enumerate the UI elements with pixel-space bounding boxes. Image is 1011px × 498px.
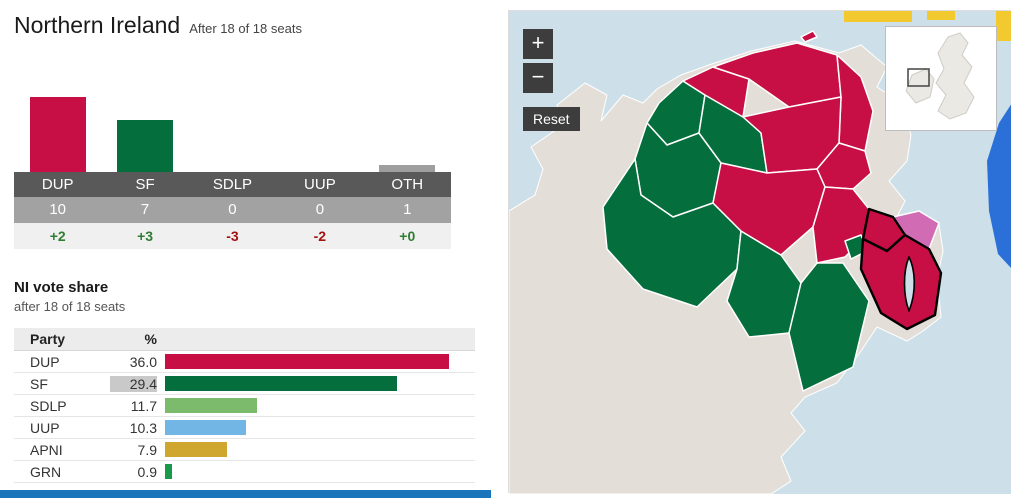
vote-party-label: GRN [30, 463, 62, 480]
seat-count: 7 [140, 201, 150, 218]
column-header-pct: % [144, 331, 157, 347]
vote-pct-value: 10.3 [129, 419, 157, 436]
vote-bar-wrap [165, 464, 173, 479]
seat-bar [29, 97, 86, 172]
vote-pct-value: 11.7 [130, 397, 157, 414]
vote-party-label: DUP [30, 353, 60, 370]
vote-pct-value: 0.9 [137, 463, 157, 480]
edge-constituency [987, 104, 1011, 268]
zoom-in-button[interactable]: + [523, 29, 553, 59]
vote-pct-value: 36.0 [129, 353, 157, 370]
seat-bar-cell [364, 97, 451, 172]
seat-change: -2 [313, 228, 327, 244]
vote-bar-wrap [165, 420, 247, 435]
edge-constituency [996, 11, 1011, 41]
seats-count-row: 10 7 0 0 1 [14, 197, 451, 223]
seat-party-label: DUP [41, 176, 74, 193]
column-header-party: Party [30, 331, 66, 347]
zoom-out-button[interactable]: − [523, 63, 553, 93]
seat-bar-cell [189, 97, 276, 172]
island-rathlin [800, 30, 818, 43]
reset-button[interactable]: Reset [523, 107, 580, 131]
vote-bar-wrap [165, 398, 258, 413]
seat-count: 1 [403, 201, 412, 218]
seat-change: +0 [399, 228, 416, 244]
vote-bar [165, 376, 398, 391]
vote-bar [165, 354, 450, 369]
vote-bar-wrap [165, 442, 228, 457]
inset-viewport-rect [907, 68, 930, 87]
vote-bar-wrap [165, 354, 450, 369]
vote-share-row: DUP 36.0 [14, 351, 475, 373]
seat-count: 10 [49, 201, 67, 218]
seat-bar-cell [101, 97, 188, 172]
inset-overview-map [885, 26, 997, 131]
seat-party-label: OTH [391, 176, 424, 193]
vote-share-header-row: Party % [14, 328, 475, 351]
inset-britain [935, 32, 975, 120]
constituency-map[interactable]: + − Reset [508, 10, 1011, 494]
constituency-sf[interactable] [726, 230, 802, 338]
vote-bar [165, 442, 228, 457]
page-header: Northern Ireland After 18 of 18 seats [14, 12, 302, 39]
seat-bar-cell [14, 97, 101, 172]
vote-bar [165, 464, 173, 479]
seat-party-label: SDLP [212, 176, 253, 193]
vote-party-label: SF [30, 375, 48, 392]
vote-bar-wrap [165, 376, 398, 391]
seat-bar [379, 164, 436, 172]
seat-bar-cell [276, 97, 363, 172]
results-panel: Northern Ireland After 18 of 18 seats DU… [0, 0, 503, 498]
edge-constituency [927, 11, 955, 20]
seats-header-row: DUP SF SDLP UUP OTH [14, 172, 451, 197]
vote-pct-value: 29.4 [110, 375, 157, 392]
vote-party-label: SDLP [30, 397, 67, 414]
vote-share-row: GRN 0.9 [14, 461, 475, 483]
strangford-lough [903, 256, 916, 312]
vote-share-row: SDLP 11.7 [14, 395, 475, 417]
constituency-dup[interactable] [682, 66, 750, 118]
page-title: Northern Ireland [14, 12, 181, 38]
page-subtitle: After 18 of 18 seats [189, 21, 302, 36]
vote-pct-value: 7.9 [137, 441, 157, 458]
seat-change: +3 [137, 228, 154, 244]
vote-bar [165, 398, 258, 413]
seat-change: -3 [226, 228, 239, 244]
constituency-dup-selected[interactable] [859, 233, 943, 331]
vote-bar [165, 420, 247, 435]
seat-count: 0 [315, 201, 325, 218]
seats-change-row: +2 +3 -3 -2 +0 [14, 223, 451, 249]
seat-party-label: SF [135, 176, 155, 193]
edge-constituency [844, 11, 912, 22]
vote-share-row: APNI 7.9 [14, 439, 475, 461]
seats-bar-chart [14, 97, 451, 172]
vote-share-row: SF 29.4 [14, 373, 475, 395]
vote-share-row: UUP 10.3 [14, 417, 475, 439]
seat-change: +2 [49, 228, 66, 244]
seat-party-label: UUP [304, 176, 336, 193]
seat-bar [117, 119, 174, 172]
constituency-sf[interactable] [788, 262, 870, 392]
vote-party-label: APNI [30, 441, 63, 458]
vote-share-table: Party % DUP 36.0 SF 29.4 SDLP 11.7 UUP 1… [14, 328, 475, 483]
seat-count: 0 [228, 201, 237, 218]
footer-bar [0, 490, 491, 498]
vote-share-heading: NI vote share [14, 279, 109, 296]
vote-party-label: UUP [30, 419, 60, 436]
vote-share-subheading: after 18 of 18 seats [14, 299, 126, 314]
